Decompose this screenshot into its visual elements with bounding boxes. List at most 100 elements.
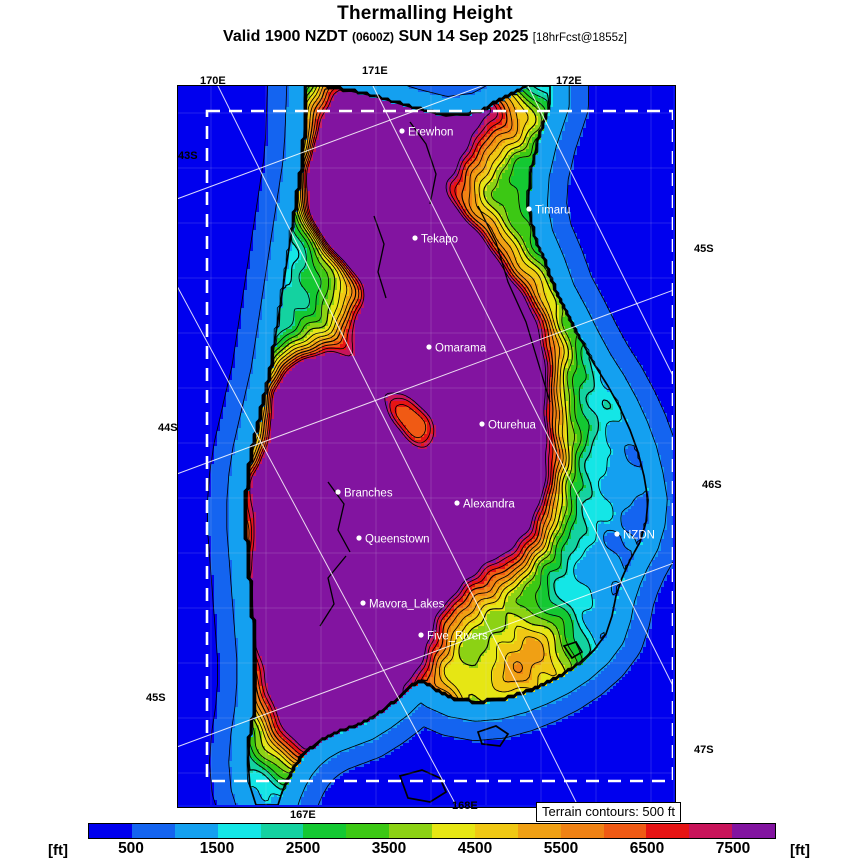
colorbar-swatch-14 (689, 824, 733, 838)
page-title: Thermalling Height (337, 3, 513, 24)
city-alexandra[interactable]: Alexandra (454, 499, 515, 511)
city-erewhon[interactable]: Erewhon (399, 127, 453, 139)
city-label: Mavora_Lakes (369, 599, 445, 611)
axis-label-lat-44s: 44S (158, 422, 178, 434)
city-label: Erewhon (408, 127, 453, 139)
graticule-line-1 (178, 289, 673, 475)
valid-utc: (0600Z) (352, 30, 395, 44)
city-dot (335, 489, 341, 495)
city-dot (479, 421, 485, 427)
city-five-rivers[interactable]: Five_Rivers (418, 631, 488, 643)
city-tekapo[interactable]: Tekapo (412, 234, 458, 246)
city-omarama[interactable]: Omarama (426, 343, 487, 355)
city-dot (454, 500, 460, 506)
colorbar-swatch-11 (560, 824, 604, 838)
colorbar-swatch-15 (732, 824, 775, 838)
valid-suffix: SUN 14 Sep 2025 (398, 28, 529, 45)
graticule-line-0 (178, 86, 484, 200)
city-timaru[interactable]: Timaru (526, 205, 570, 217)
colorbar-swatch-12 (603, 824, 647, 838)
colorbar-tick-500: 500 (118, 840, 144, 857)
city-mavora-lakes[interactable]: Mavora_Lakes (360, 599, 445, 611)
city-dot (360, 600, 366, 606)
graticule-line-6 (527, 86, 673, 378)
city-branches[interactable]: Branches (335, 488, 393, 500)
south-island-coast (245, 86, 649, 805)
map-svg: Erewhon Timaru Tekapo Omarama Oturehua Branch… (178, 86, 673, 805)
graticule-line-7 (178, 286, 457, 805)
colorbar-tick-6500: 6500 (629, 840, 665, 857)
axis-label-lon-172e: 172E (556, 75, 582, 87)
colorbar-tick-3500: 3500 (371, 840, 407, 857)
city-oturehua[interactable]: Oturehua (479, 420, 537, 432)
colorbar-swatch-0 (89, 824, 132, 838)
city-dot (614, 531, 620, 537)
graticule-line-2 (178, 562, 673, 748)
city-label: Omarama (435, 343, 487, 355)
city-queenstown[interactable]: Queenstown (356, 534, 430, 546)
page-subtitle: Valid 1900 NZDT (0600Z) SUN 14 Sep 2025 … (0, 26, 850, 49)
title-block: Thermalling Height Valid 1900 NZDT (0600… (0, 2, 850, 49)
inland-water-4 (477, 205, 551, 403)
valid-prefix: Valid 1900 NZDT (223, 28, 348, 45)
city-label: Alexandra (463, 499, 515, 511)
colorbar-swatch-1 (131, 824, 175, 838)
axis-label-lat-47s-right: 47S (694, 744, 714, 756)
colorbar-swatch-7 (389, 824, 432, 838)
city-nzdn[interactable]: NZDN (614, 530, 655, 542)
terrain-contour-legend: Terrain contours: 500 ft (536, 802, 681, 822)
city-dot (356, 535, 362, 541)
graticule-grid (178, 86, 673, 805)
colorbar-block: [ft] 500 1500 2500 3500 4500 5500 6500 7500 [ft… (0, 818, 850, 860)
city-markers: Erewhon Timaru Tekapo Omarama Oturehua Branch… (335, 127, 655, 643)
colorbar-swatch-3 (217, 824, 261, 838)
graticule-line-5 (372, 86, 673, 688)
city-dot (526, 206, 532, 212)
map-plot-area[interactable]: Erewhon Timaru Tekapo Omarama Oturehua Branch… (177, 85, 676, 808)
colorbar-tick-1500: 1500 (199, 840, 235, 857)
axis-label-lat-45s-right: 45S (694, 243, 714, 255)
axis-label-lat-45s: 45S (146, 692, 166, 704)
forecast-stamp: [18hrFcst@1855z] (532, 32, 627, 44)
axis-label-lon-171e: 171E (362, 65, 388, 77)
inland-water-0 (409, 121, 437, 205)
offshore-island-1 (476, 725, 510, 747)
city-dot (418, 632, 424, 638)
graticule-line-4 (217, 86, 579, 805)
axis-label-lon-167e: 167E (290, 809, 316, 821)
colorbar[interactable] (88, 823, 776, 839)
city-label: Tekapo (421, 234, 458, 246)
colorbar-swatch-5 (303, 824, 347, 838)
inland-water-1 (373, 215, 387, 299)
city-dot (399, 128, 405, 134)
city-label: Queenstown (365, 534, 430, 546)
colorbar-swatch-10 (517, 824, 561, 838)
colorbar-ticks: 500 1500 2500 3500 4500 5500 6500 7500 (88, 840, 776, 860)
city-label: Five_Rivers (427, 631, 488, 643)
coastline (245, 86, 649, 805)
city-label: Timaru (535, 205, 570, 217)
axis-label-lat-43s: 43S (178, 150, 198, 162)
contour-500ft (207, 86, 673, 805)
axis-label-lon-168e: 168E (452, 800, 478, 812)
colorbar-swatch-8 (432, 824, 475, 838)
axis-label-lon-170e: 170E (200, 75, 226, 87)
colorbar-tick-5500: 5500 (543, 840, 579, 857)
city-label: Oturehua (488, 420, 537, 432)
colorbar-swatch-13 (646, 824, 690, 838)
colorbar-tick-4500: 4500 (457, 840, 493, 857)
offshore-island-0 (398, 769, 448, 803)
colorbar-swatch-2 (174, 824, 218, 838)
city-label: Branches (344, 488, 393, 500)
city-label: NZDN (623, 530, 655, 542)
colorbar-tick-7500: 7500 (715, 840, 751, 857)
colorbar-swatch-4 (260, 824, 304, 838)
colorbar-swatch-9 (474, 824, 518, 838)
city-dot (412, 235, 418, 241)
city-dot (426, 344, 432, 350)
model-domain-box (205, 109, 673, 783)
inland-water-3 (319, 555, 347, 627)
colorbar-swatch-6 (346, 824, 390, 838)
axis-label-lat-46s-right: 46S (702, 479, 722, 491)
